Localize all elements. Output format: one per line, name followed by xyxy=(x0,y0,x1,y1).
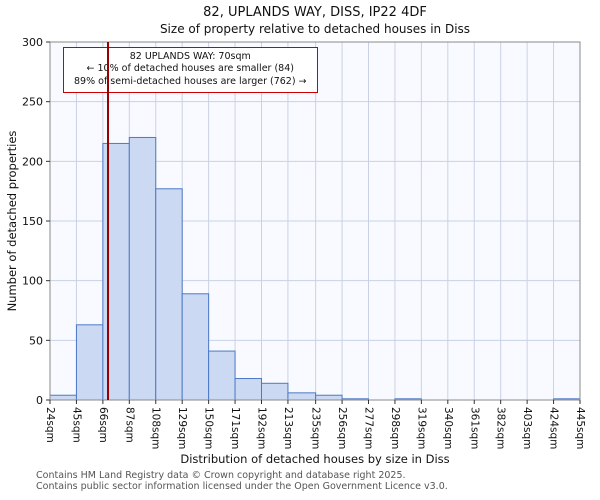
histogram-bar xyxy=(234,378,262,401)
x-tick-label: 87sqm xyxy=(123,407,135,443)
x-tick-label: 382sqm xyxy=(495,407,507,449)
x-tick-label: 340sqm xyxy=(442,407,454,449)
x-tick-label: 256sqm xyxy=(336,407,348,449)
y-tick-label: 0 xyxy=(36,394,43,407)
footer-line-2: Contains public sector information licen… xyxy=(36,481,448,493)
histogram-bar xyxy=(287,392,317,401)
histogram-bar xyxy=(155,188,183,401)
annotation-line-2: ← 10% of detached houses are smaller (84… xyxy=(86,63,294,75)
x-tick-label: 361sqm xyxy=(468,407,480,449)
y-tick-label: 300 xyxy=(22,36,43,49)
y-tick-label: 200 xyxy=(22,155,43,168)
histogram-bar xyxy=(181,293,210,401)
histogram-bar xyxy=(260,382,289,401)
x-tick-label: 403sqm xyxy=(521,407,533,449)
x-tick-label: 171sqm xyxy=(229,407,241,449)
x-tick-label: 129sqm xyxy=(176,407,188,449)
histogram-bar xyxy=(75,324,104,401)
y-tick-label: 250 xyxy=(22,96,43,109)
x-tick-label: 45sqm xyxy=(70,407,82,443)
chart-subtitle: Size of property relative to detached ho… xyxy=(159,22,471,36)
x-tick-label: 24sqm xyxy=(44,407,56,443)
x-tick-label: 445sqm xyxy=(574,407,586,449)
y-tick-label: 50 xyxy=(29,334,43,347)
histogram-bar xyxy=(128,136,157,401)
histogram-bar xyxy=(49,394,77,401)
footer-line-1: Contains HM Land Registry data © Crown c… xyxy=(36,470,406,481)
annotation-line-1: 82 UPLANDS WAY: 70sqm xyxy=(129,51,251,62)
x-tick-label: 277sqm xyxy=(363,407,375,449)
x-tick-label: 66sqm xyxy=(97,407,109,443)
footer: Contains HM Land Registry data © Crown c… xyxy=(36,470,448,493)
x-tick-label: 213sqm xyxy=(282,407,294,449)
x-tick-label: 319sqm xyxy=(415,407,427,449)
x-tick-label: 108sqm xyxy=(150,407,162,449)
x-axis-label: Distribution of detached houses by size … xyxy=(180,452,450,466)
x-tick-label: 192sqm xyxy=(255,407,267,449)
chart-title: 82, UPLANDS WAY, DISS, IP22 4DF xyxy=(203,5,427,20)
histogram-bar xyxy=(315,394,343,401)
x-tick-label: 235sqm xyxy=(310,407,322,449)
y-tick-label: 150 xyxy=(22,215,43,228)
annotation-line-3: 89% of semi-detached houses are larger (… xyxy=(74,75,307,87)
y-tick-label: 100 xyxy=(22,275,43,288)
x-tick-label: 424sqm xyxy=(548,407,560,449)
x-tick-label: 150sqm xyxy=(203,407,215,449)
histogram-bar xyxy=(208,350,236,401)
x-tick-label: 298sqm xyxy=(389,407,401,449)
annotation-box: 82 UPLANDS WAY: 70sqm ← 10% of detached … xyxy=(63,47,318,94)
property-marker-line xyxy=(107,42,109,400)
